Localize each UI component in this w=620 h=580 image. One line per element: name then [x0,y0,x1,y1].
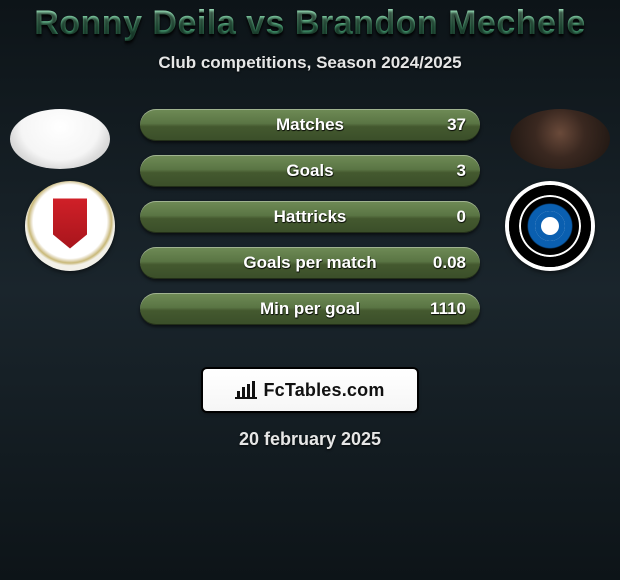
stat-row: Goals 3 [140,155,480,187]
shield-icon [505,181,595,271]
stat-label: Min per goal [260,299,360,319]
bar-chart-icon [235,381,257,399]
subtitle: Club competitions, Season 2024/2025 [0,53,620,73]
shield-icon [25,181,115,271]
stat-label: Matches [276,115,344,135]
player-left-avatar [10,109,110,169]
stat-right-value: 37 [447,115,466,135]
stat-label: Goals per match [243,253,376,273]
comparison-card: Ronny Deila vs Brandon Mechele Club comp… [0,0,620,580]
stat-right-value: 1110 [430,299,466,319]
date-label: 20 february 2025 [0,429,620,450]
stat-row: Goals per match 0.08 [140,247,480,279]
stats-list: Matches 37 Goals 3 Hattricks 0 Goals per… [140,109,480,325]
stat-row: Hattricks 0 [140,201,480,233]
brand-badge: FcTables.com [203,369,417,411]
comparison-body: Matches 37 Goals 3 Hattricks 0 Goals per… [0,101,620,351]
club-left-badge [20,181,120,271]
stat-row: Min per goal 1110 [140,293,480,325]
stat-row: Matches 37 [140,109,480,141]
stat-right-value: 0.08 [433,253,466,273]
stat-right-value: 3 [457,161,466,181]
page-title: Ronny Deila vs Brandon Mechele [0,4,620,43]
stat-right-value: 0 [457,207,466,227]
player-right-avatar [510,109,610,169]
brand-label: FcTables.com [263,380,384,401]
stat-label: Hattricks [274,207,347,227]
stat-label: Goals [286,161,333,181]
club-right-badge [500,181,600,271]
